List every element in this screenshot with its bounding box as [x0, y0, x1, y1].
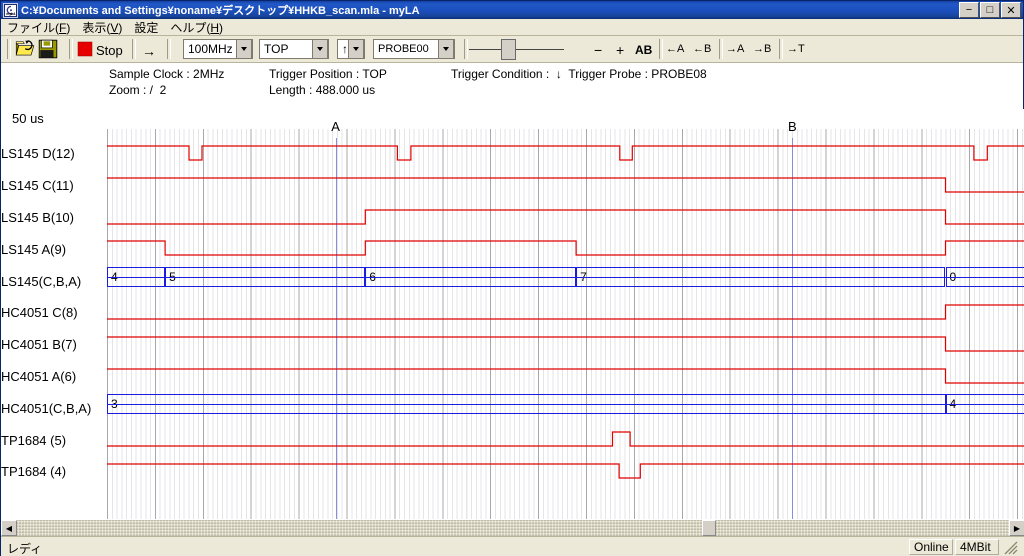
svg-text:myLA: myLA: [6, 12, 16, 16]
